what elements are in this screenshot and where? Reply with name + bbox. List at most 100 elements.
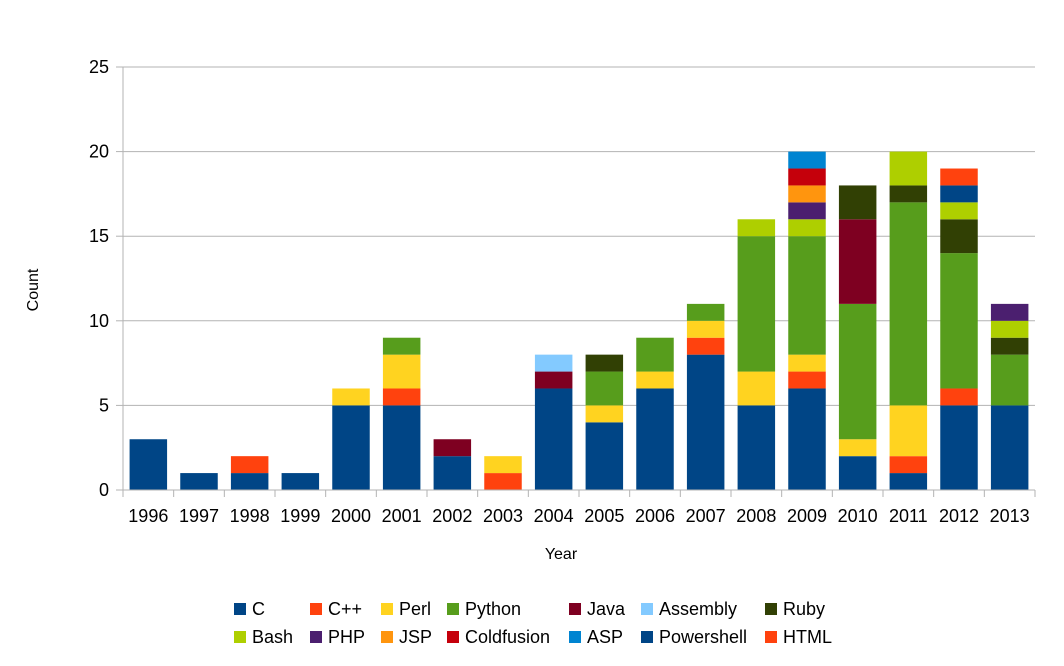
x-tick-label: 2003 bbox=[483, 506, 523, 526]
legend-item: C bbox=[234, 599, 265, 619]
bar-segment-html bbox=[940, 168, 978, 186]
bar-segment-php bbox=[990, 303, 1029, 321]
bar-segment-java bbox=[433, 439, 472, 457]
bar-segment-powershell bbox=[940, 185, 978, 203]
bar-segment-perl bbox=[332, 388, 370, 406]
bars bbox=[129, 151, 1029, 490]
bar-segment-c- bbox=[889, 456, 928, 474]
bar-segment-ruby bbox=[990, 337, 1029, 355]
bar-segment-c- bbox=[382, 388, 421, 406]
bar-segment-python bbox=[382, 337, 421, 355]
bar-segment-bash bbox=[990, 320, 1029, 338]
legend-item: C++ bbox=[310, 599, 362, 619]
bar-segment-perl bbox=[585, 405, 624, 423]
bar-segment-perl bbox=[382, 354, 421, 389]
legend-item: Python bbox=[447, 599, 521, 619]
bar-segment-c bbox=[129, 439, 168, 490]
bar-segment-c bbox=[433, 456, 472, 490]
legend-label: Perl bbox=[399, 599, 431, 619]
x-tick-label: 2010 bbox=[838, 506, 878, 526]
x-tick-label: 1998 bbox=[230, 506, 270, 526]
bar-segment-python bbox=[585, 371, 624, 406]
legend-label: Bash bbox=[252, 627, 293, 647]
bar-segment-c bbox=[636, 388, 674, 490]
bar-segment-jsp bbox=[788, 185, 826, 203]
bar-segment-java bbox=[534, 371, 573, 389]
legend-swatch bbox=[447, 631, 459, 643]
legend-label: Powershell bbox=[659, 627, 747, 647]
x-tick-label: 2013 bbox=[990, 506, 1030, 526]
x-tick-label: 2006 bbox=[635, 506, 675, 526]
bar-segment-python bbox=[788, 236, 826, 355]
bar-segment-c- bbox=[686, 337, 725, 355]
legend-label: Python bbox=[465, 599, 521, 619]
bar-segment-c- bbox=[788, 371, 826, 389]
bar-segment-perl bbox=[737, 371, 776, 406]
legend-swatch bbox=[381, 603, 393, 615]
y-axis-title: Count bbox=[25, 268, 42, 311]
legend-item: Coldfusion bbox=[447, 627, 550, 647]
y-tick-label: 25 bbox=[89, 57, 109, 77]
legend-swatch bbox=[234, 631, 246, 643]
bar-segment-c- bbox=[940, 388, 978, 406]
bar-segment-asp bbox=[788, 151, 826, 169]
legend-label: JSP bbox=[399, 627, 432, 647]
legend-swatch bbox=[765, 631, 777, 643]
bar-segment-python bbox=[636, 337, 674, 372]
bar-segment-c bbox=[889, 473, 928, 490]
bar-segment-perl bbox=[838, 439, 877, 457]
bar-segment-ruby bbox=[838, 185, 877, 220]
legend-label: HTML bbox=[783, 627, 832, 647]
legend-item: HTML bbox=[765, 627, 832, 647]
x-tick-label: 1997 bbox=[179, 506, 219, 526]
bar-segment-php bbox=[788, 202, 826, 220]
bar-segment-c bbox=[332, 405, 370, 490]
legend-label: C++ bbox=[328, 599, 362, 619]
x-tick-label: 2005 bbox=[584, 506, 624, 526]
legend-swatch bbox=[569, 603, 581, 615]
x-tick-label: 2008 bbox=[736, 506, 776, 526]
bar-segment-c bbox=[180, 473, 218, 490]
legend-swatch bbox=[381, 631, 393, 643]
bar-segment-bash bbox=[788, 219, 826, 237]
x-tick-label: 2007 bbox=[686, 506, 726, 526]
bar-segment-c- bbox=[230, 456, 269, 474]
bar-segment-c bbox=[990, 405, 1029, 490]
x-tick-label: 2001 bbox=[382, 506, 422, 526]
x-tick-label: 2004 bbox=[534, 506, 574, 526]
x-tick-label: 1996 bbox=[128, 506, 168, 526]
bar-segment-perl bbox=[788, 354, 826, 372]
bar-segment-perl bbox=[636, 371, 674, 389]
bar-segment-c bbox=[940, 405, 978, 490]
legend-item: JSP bbox=[381, 627, 432, 647]
x-tick-label: 2002 bbox=[432, 506, 472, 526]
bar-segment-python bbox=[686, 303, 725, 321]
legend-label: Ruby bbox=[783, 599, 825, 619]
bar-segment-ruby bbox=[940, 219, 978, 254]
bar-segment-bash bbox=[940, 202, 978, 220]
bar-segment-java bbox=[838, 219, 877, 304]
x-axis-title: Year bbox=[545, 546, 578, 563]
legend-label: ASP bbox=[587, 627, 623, 647]
y-tick-label: 0 bbox=[99, 480, 109, 500]
legend-swatch bbox=[765, 603, 777, 615]
bar-segment-python bbox=[838, 303, 877, 440]
bar-segment-c bbox=[281, 473, 320, 490]
x-tick-label: 2011 bbox=[889, 506, 928, 526]
legend-item: PHP bbox=[310, 627, 365, 647]
legend-item: ASP bbox=[569, 627, 623, 647]
legend-item: Perl bbox=[381, 599, 431, 619]
legend-swatch bbox=[234, 603, 246, 615]
y-tick-label: 5 bbox=[99, 395, 109, 415]
y-tick-label: 10 bbox=[89, 311, 109, 331]
legend-label: Assembly bbox=[659, 599, 737, 619]
bar-segment-c bbox=[788, 388, 826, 490]
legend-item: Java bbox=[569, 599, 626, 619]
bar-segment-python bbox=[737, 236, 776, 372]
bar-segment-c bbox=[838, 456, 877, 490]
legend-swatch bbox=[641, 631, 653, 643]
legend-label: Java bbox=[587, 599, 626, 619]
bar-segment-c bbox=[230, 473, 269, 490]
